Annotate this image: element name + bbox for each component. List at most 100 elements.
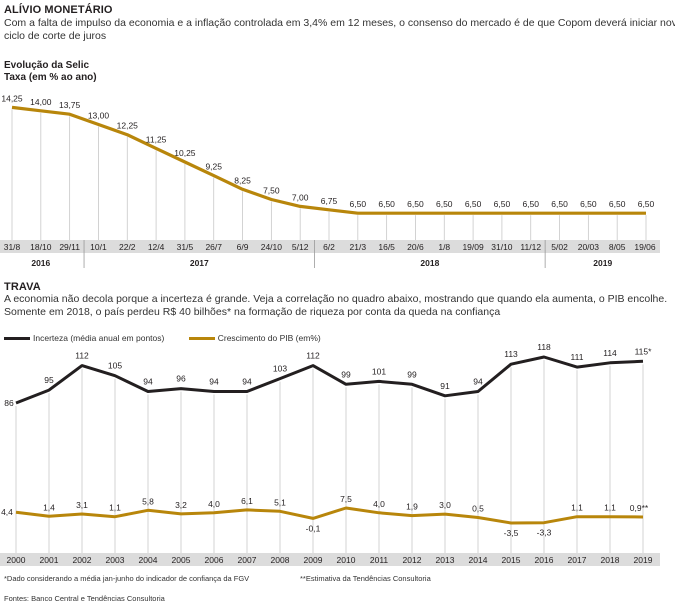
uncertainty-data-label: 111 <box>571 352 584 362</box>
selic-x-tick-label: 31/10 <box>491 242 513 252</box>
trava-x-tick-label: 2000 <box>7 555 26 565</box>
lead-text: Com a falta de impulso da economia e a i… <box>4 17 675 43</box>
uncertainty-data-label: 99 <box>341 369 351 379</box>
selic-x-tick-label: 19/09 <box>462 242 484 252</box>
trava-x-tick-label: 2003 <box>106 555 125 565</box>
uncertainty-data-label: 94 <box>209 377 219 387</box>
gdp-data-label: 3,1 <box>76 500 88 510</box>
trava-x-tick-label: 2002 <box>73 555 92 565</box>
selic-x-tick-label: 12/4 <box>148 242 165 252</box>
gdp-series-line <box>15 506 644 525</box>
trava-axis-band <box>0 553 660 566</box>
trava-x-tick-label: 2019 <box>634 555 653 565</box>
gdp-data-label: 1,9 <box>406 502 418 512</box>
uncertainty-data-label: 118 <box>537 342 551 352</box>
gdp-data-label: 4,0 <box>373 499 385 509</box>
selic-series-line <box>11 105 646 215</box>
trava-x-tick-label: 2004 <box>139 555 158 565</box>
gdp-data-label: -0,1 <box>306 523 321 533</box>
trava-x-tick-label: 2010 <box>337 555 356 565</box>
selic-data-label: 6,50 <box>494 199 511 209</box>
infographic-title: ALÍVIO MONETÁRIO <box>4 4 113 16</box>
legend-label-uncertainty: Incerteza (média anual em pontos) <box>33 333 165 343</box>
gdp-data-label: 4,4 <box>1 507 13 517</box>
trava-x-tick-label: 2005 <box>172 555 191 565</box>
gdp-data-label: 3,2 <box>175 500 187 510</box>
gdp-data-label: 1,1 <box>571 503 583 513</box>
uncertainty-data-label: 103 <box>273 364 287 374</box>
selic-data-label: 6,50 <box>465 199 482 209</box>
gdp-data-label: 1,1 <box>604 503 616 513</box>
gdp-data-label: 0,9** <box>630 503 649 513</box>
selic-data-label: 9,25 <box>205 162 222 172</box>
selic-data-label: 6,50 <box>378 199 395 209</box>
selic-data-label: 6,50 <box>551 199 568 209</box>
selic-data-label: 11,25 <box>146 134 167 144</box>
selic-data-label: 12,25 <box>117 121 139 131</box>
selic-x-tick-label: 21/3 <box>350 242 367 252</box>
trava-x-tick-label: 2007 <box>238 555 257 565</box>
gdp-data-label: 1,1 <box>109 503 121 513</box>
selic-x-tick-label: 6/9 <box>237 242 249 252</box>
selic-x-tick-label: 29/11 <box>59 242 80 252</box>
footnote-2: **Estimativa da Tendências Consultoria <box>300 574 431 583</box>
gdp-data-label: 3,0 <box>439 500 451 510</box>
trava-description-line-2: Somente em 2018, o país perdeu R$ 40 bil… <box>4 306 501 318</box>
selic-x-tick-label: 10/1 <box>90 242 107 252</box>
selic-x-tick-label: 31/8 <box>4 242 21 252</box>
uncertainty-data-label: 91 <box>440 381 450 391</box>
selic-data-label: 8,25 <box>234 175 251 185</box>
selic-chart-title: Evolução da Selic <box>4 60 90 71</box>
trava-x-tick-label: 2013 <box>436 555 455 565</box>
selic-data-label: 6,50 <box>522 199 539 209</box>
selic-data-label: 6,50 <box>609 199 626 209</box>
uncertainty-series-line <box>15 355 644 405</box>
selic-x-tick-label: 5/12 <box>292 242 309 252</box>
trava-x-tick-label: 2018 <box>601 555 620 565</box>
selic-data-label: 13,75 <box>59 100 81 110</box>
trava-x-tick-label: 2008 <box>271 555 290 565</box>
trava-x-tick-label: 2001 <box>40 555 59 565</box>
footnote-1: *Dado considerando a média jan-junho do … <box>4 574 250 583</box>
legend-swatch-black <box>4 337 30 341</box>
gdp-data-label: 5,1 <box>274 497 286 507</box>
uncertainty-data-label: 101 <box>372 366 386 376</box>
selic-chart-subtitle: Taxa (em % ao ano) <box>4 72 97 83</box>
uncertainty-data-label: 94 <box>242 377 252 387</box>
trava-x-tick-label: 2012 <box>403 555 422 565</box>
selic-x-tick-label: 11/12 <box>520 242 541 252</box>
trava-x-tick-label: 2006 <box>205 555 224 565</box>
selic-x-tick-label: 20/03 <box>578 242 600 252</box>
selic-x-tick-label: 26/7 <box>205 242 222 252</box>
trava-x-tick-label: 2015 <box>502 555 521 565</box>
legend: Incerteza (média anual em pontos) Cresci… <box>4 333 321 343</box>
gdp-data-label: 7,5 <box>340 494 352 504</box>
uncertainty-data-label: 96 <box>176 374 186 384</box>
selic-data-label: 6,50 <box>350 199 367 209</box>
selic-x-tick-label: 8/05 <box>609 242 626 252</box>
gdp-data-label: 5,8 <box>142 496 154 506</box>
selic-data-label: 6,50 <box>638 199 655 209</box>
selic-data-label: 6,75 <box>321 196 338 206</box>
selic-x-tick-label: 5/02 <box>551 242 568 252</box>
selic-data-label: 7,50 <box>263 186 280 196</box>
uncertainty-data-label: 105 <box>108 361 122 371</box>
legend-label-gdp: Crescimento do PIB (em%) <box>217 333 321 343</box>
legend-item-uncertainty: Incerteza (média anual em pontos) <box>4 333 167 343</box>
gdp-data-label: 6,1 <box>241 496 253 506</box>
selic-chart: 14,25 14,00 13,75 13,00 12,25 11,25 10,25 9,25 8… <box>0 93 660 268</box>
trava-x-tick-label: 2017 <box>568 555 587 565</box>
selic-x-tick-label: 31/5 <box>177 242 194 252</box>
selic-data-label: 6,50 <box>436 199 453 209</box>
trava-x-tick-label: 2014 <box>469 555 488 565</box>
selic-x-tick-label: 24/10 <box>261 242 283 252</box>
selic-x-tick-label: 1/8 <box>438 242 450 252</box>
uncertainty-data-label: 94 <box>143 377 153 387</box>
selic-data-label: 14,00 <box>30 97 52 107</box>
legend-item-gdp: Crescimento do PIB (em%) <box>188 333 321 343</box>
gdp-data-label: 0,5 <box>472 504 484 514</box>
selic-data-label: 7,00 <box>292 192 309 202</box>
selic-data-label: 13,00 <box>88 110 110 120</box>
uncertainty-data-label: 86 <box>4 398 14 408</box>
legend-swatch-gold <box>188 337 215 341</box>
